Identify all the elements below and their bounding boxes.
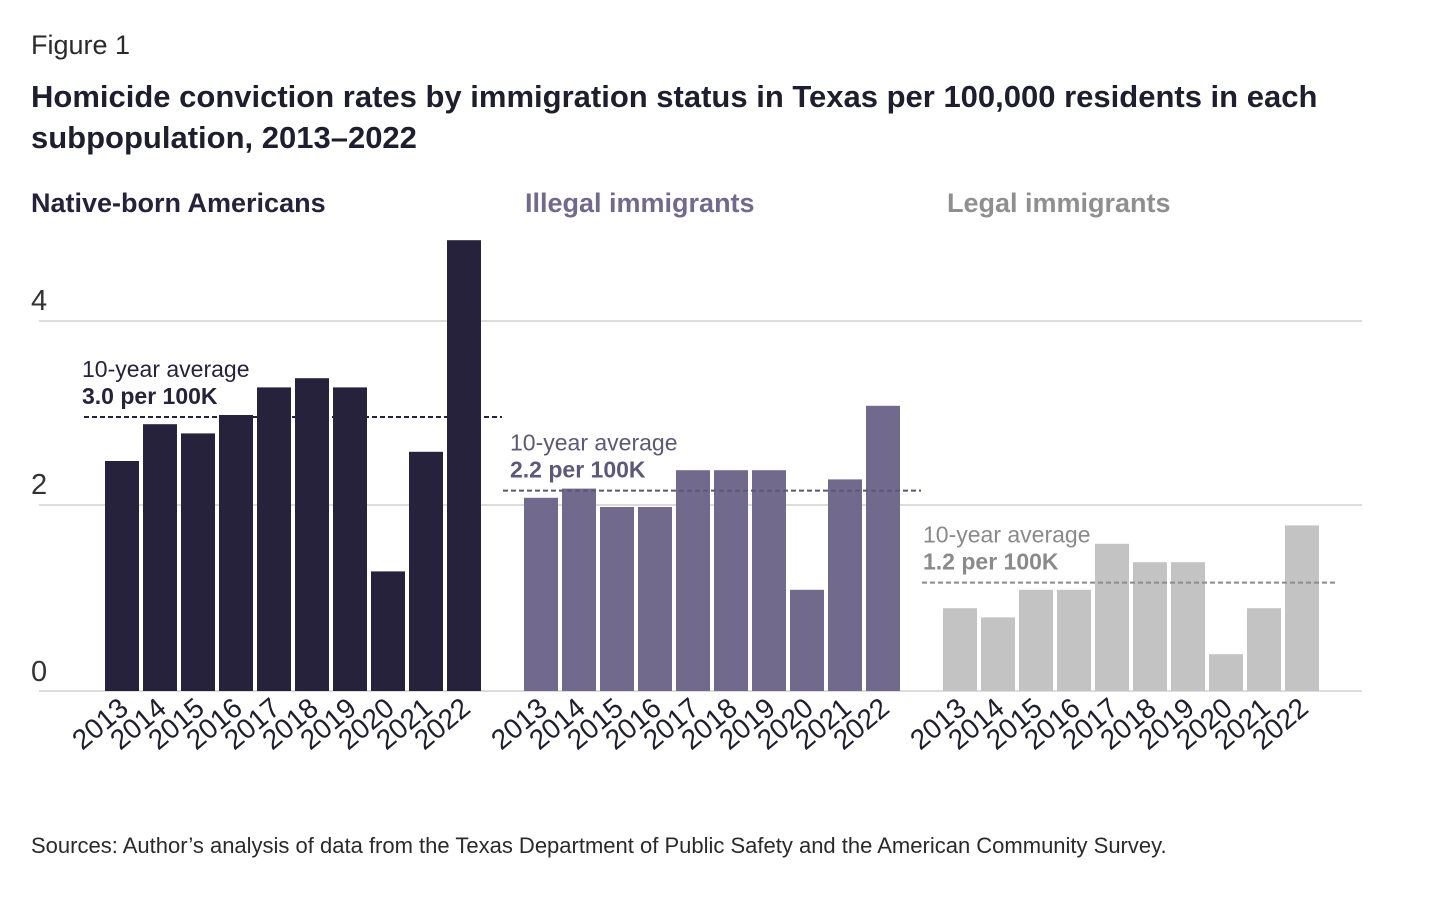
- bar: [1095, 543, 1129, 691]
- bar: [1133, 562, 1167, 691]
- bar: [866, 405, 900, 691]
- panel-title: Illegal immigrants: [525, 188, 755, 218]
- bar: [752, 470, 786, 691]
- bar: [447, 240, 481, 691]
- bar: [638, 507, 672, 691]
- bar: [562, 488, 596, 691]
- source-note: Sources: Author’s analysis of data from …: [31, 833, 1167, 858]
- bar: [1209, 654, 1243, 691]
- bar: [219, 415, 253, 691]
- average-title: 10-year average: [510, 430, 678, 456]
- y-tick-label: 4: [31, 285, 47, 317]
- bar: [676, 470, 710, 691]
- panel-title: Native-born Americans: [31, 188, 326, 218]
- bar: [943, 608, 977, 691]
- bar: [828, 479, 862, 691]
- average-title: 10-year average: [923, 522, 1091, 548]
- panel-title: Legal immigrants: [947, 188, 1171, 218]
- bar: [409, 451, 443, 691]
- bar: [257, 387, 291, 691]
- bar: [1247, 608, 1281, 691]
- bar: [1285, 525, 1319, 691]
- bar: [143, 424, 177, 691]
- average-title: 10-year average: [82, 356, 250, 382]
- bar: [371, 571, 405, 691]
- chart-title: Homicide conviction rates by immigration…: [31, 79, 1318, 155]
- bar: [600, 507, 634, 691]
- average-value: 2.2 per 100K: [510, 457, 646, 483]
- bar: [181, 433, 215, 691]
- bar: [1019, 589, 1053, 691]
- average-value: 3.0 per 100K: [82, 383, 218, 409]
- bar: [1057, 589, 1091, 691]
- bar: [981, 617, 1015, 691]
- bar: [105, 461, 139, 691]
- bar: [790, 589, 824, 691]
- y-tick-label: 0: [31, 656, 47, 688]
- average-value: 1.2 per 100K: [923, 549, 1059, 575]
- bar: [295, 378, 329, 691]
- bar: [333, 387, 367, 691]
- bar: [524, 497, 558, 691]
- bar: [1171, 562, 1205, 691]
- bar: [714, 470, 748, 691]
- figure-label: Figure 1: [31, 30, 131, 60]
- y-tick-label: 2: [31, 469, 47, 501]
